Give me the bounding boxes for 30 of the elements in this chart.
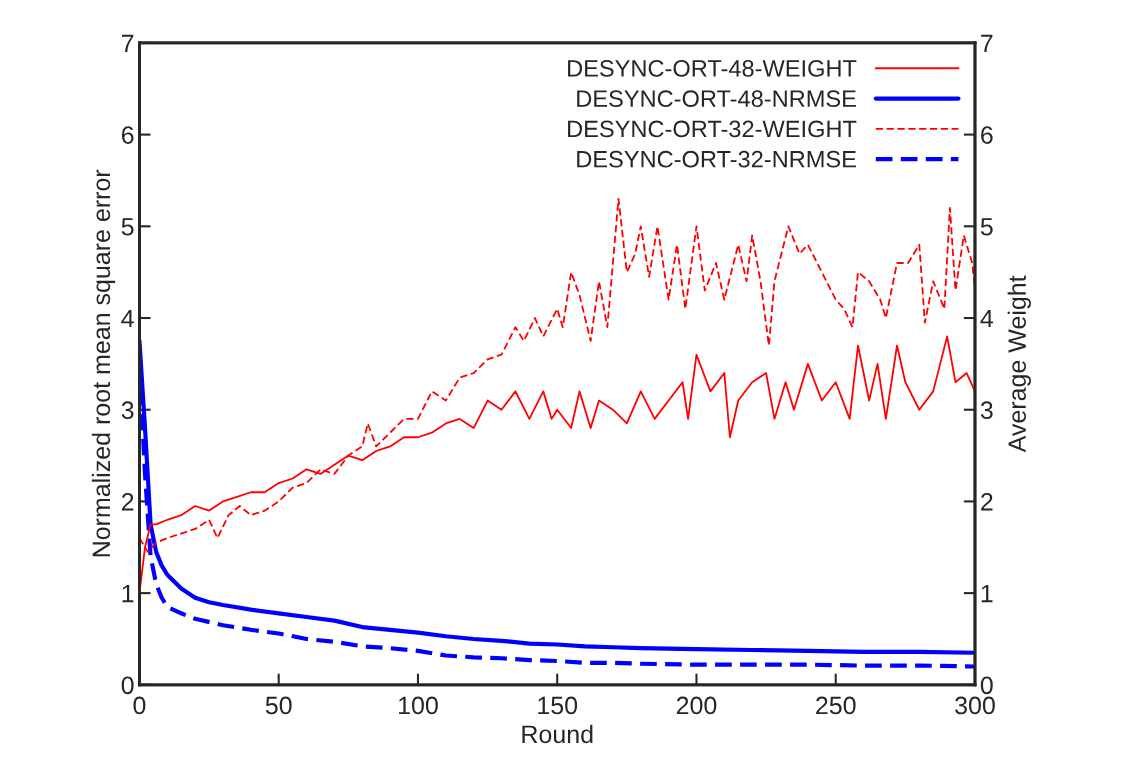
- legend-label: DESYNC-ORT-48-WEIGHT: [568, 60, 857, 77]
- y2-tick-label: 7: [981, 34, 993, 52]
- y2-tick-label: 5: [980, 218, 993, 236]
- x-axis-title: Round: [522, 724, 593, 744]
- y-tick-label: 6: [121, 126, 134, 144]
- legend-label: DESYNC-ORT-48-NRMSE: [577, 90, 856, 108]
- y2-tick-label: 4: [980, 309, 994, 328]
- y-tick-label: 3: [121, 401, 134, 420]
- y-tick-label: 1: [122, 584, 134, 603]
- y-tick-label: 7: [121, 34, 134, 52]
- x-tick-label: 0: [133, 696, 146, 715]
- y-tick-label: 4: [121, 309, 134, 328]
- x-tick-label: 200: [676, 696, 717, 715]
- x-tick-label: 100: [399, 696, 438, 715]
- x-tick-label: 50: [265, 696, 292, 715]
- y-axis-title: Normalized root mean square error: [91, 169, 116, 557]
- y2-tick-label: 0: [980, 676, 993, 695]
- y-tick-label: 5: [121, 218, 134, 236]
- x-tick-label: 250: [816, 696, 856, 715]
- y2-tick-label: 3: [980, 401, 993, 420]
- y2-tick-label: 2: [981, 493, 993, 511]
- legend-label: DESYNC-ORT-32-WEIGHT: [568, 120, 857, 138]
- x-tick-label: 150: [538, 696, 578, 715]
- y2-axis-title: Average Weight: [1007, 275, 1031, 453]
- y2-tick-label: 6: [981, 126, 993, 144]
- y2-tick-label: 1: [981, 584, 993, 603]
- x-tick-label: 300: [955, 696, 995, 715]
- y-tick-label: 0: [121, 676, 134, 695]
- y-tick-label: 2: [121, 493, 134, 511]
- legend-label: DESYNC-ORT-32-NRMSE: [577, 150, 856, 168]
